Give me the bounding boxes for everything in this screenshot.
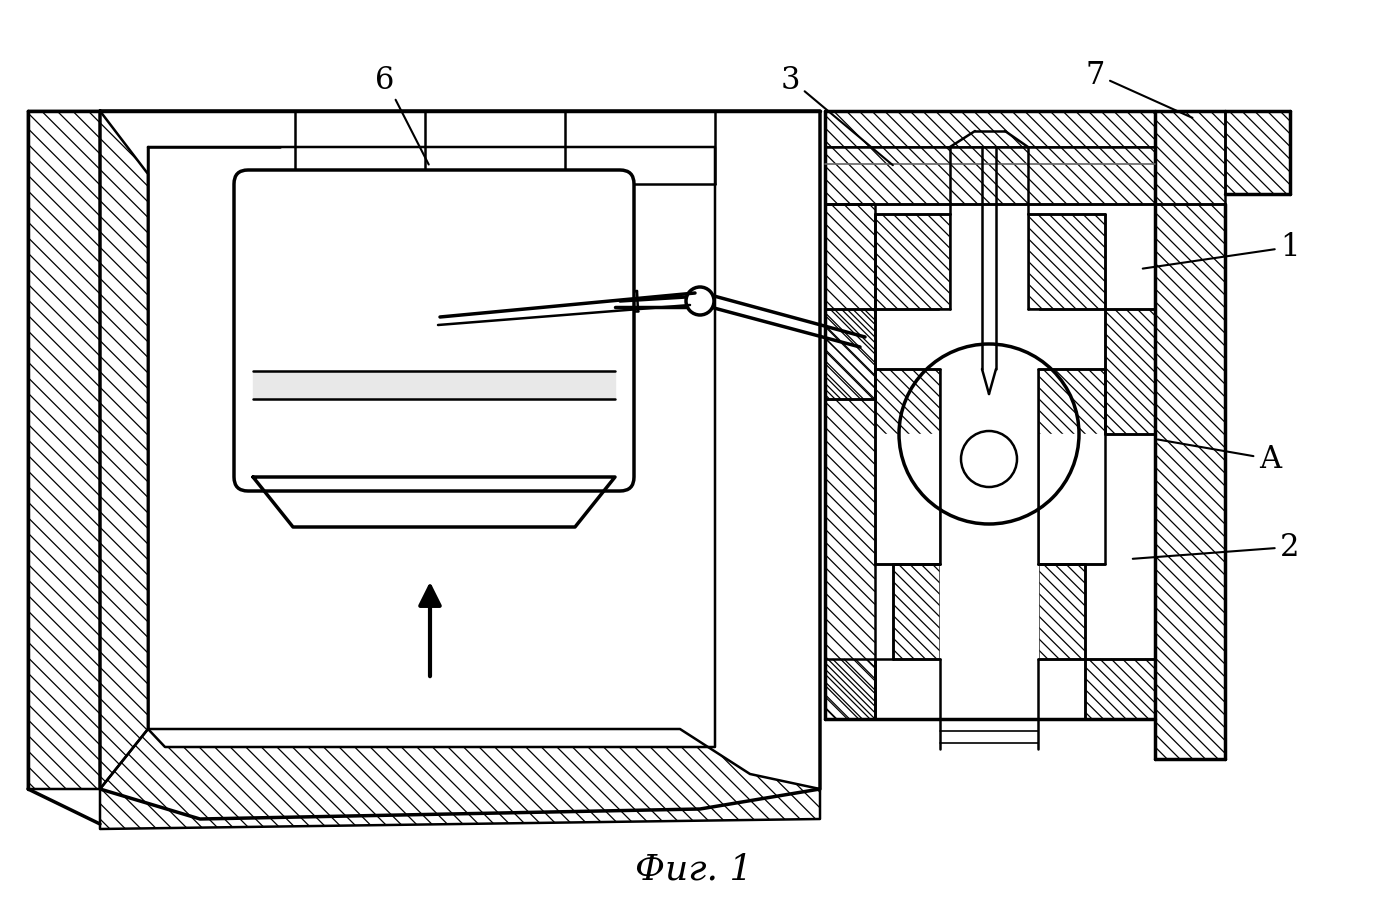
Text: A: A [1158,440,1281,475]
Text: 2: 2 [1133,532,1300,563]
Polygon shape [940,310,1038,565]
Text: 1: 1 [1143,232,1300,270]
Text: 6: 6 [375,65,429,165]
FancyBboxPatch shape [233,171,633,491]
Polygon shape [875,435,1106,565]
Polygon shape [253,372,615,400]
Polygon shape [253,477,615,527]
Polygon shape [100,112,820,819]
Text: 3: 3 [781,65,893,166]
Text: 7: 7 [1085,59,1193,118]
Polygon shape [950,215,1028,310]
Text: Фиг. 1: Фиг. 1 [635,852,753,886]
Polygon shape [940,565,1038,660]
Polygon shape [149,148,715,747]
